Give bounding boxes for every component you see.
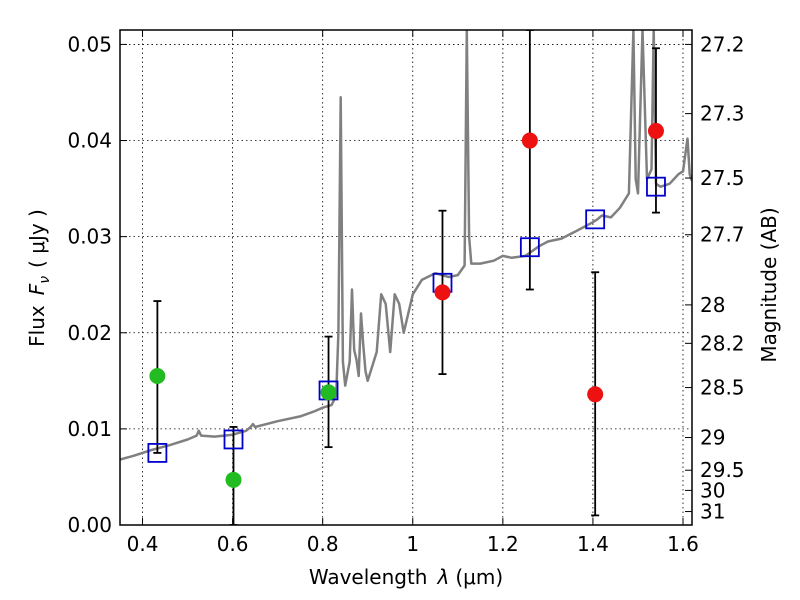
y2-tick-label: 29.5 [700, 458, 745, 482]
model-point [223, 429, 244, 450]
y2-tick-label: 27.3 [700, 102, 745, 126]
y2-tick-label: 30 [700, 478, 725, 502]
spectrum-line [120, 30, 692, 461]
plot-frame [119, 29, 693, 526]
y-tick-label: 0.03 [67, 225, 112, 249]
model-point [646, 176, 666, 197]
x-axis-label: Wavelength λ (μm) [309, 565, 503, 589]
y2-tick-label: 31 [700, 500, 725, 524]
model-point [147, 443, 168, 463]
observed-point [647, 122, 664, 139]
y2-tick-label: 27.7 [700, 223, 745, 247]
x-tick-label: 0.6 [217, 532, 249, 556]
y2-tick-label: 27.2 [700, 32, 745, 56]
y2-axis-label: Magnitude (AB) [757, 207, 781, 362]
y-axis-label: FluxFν( μJy ) [25, 209, 53, 347]
observed-point [225, 471, 242, 488]
x-tick-label: 0.4 [127, 532, 159, 556]
y2-tick-label: 28.2 [700, 331, 745, 355]
plot-area [120, 30, 692, 525]
y2-tick-label: 27.5 [700, 166, 745, 190]
y2-tick-label: 29 [700, 426, 725, 450]
x-tick-label: 1.2 [487, 532, 519, 556]
observed-point [434, 284, 451, 301]
x-tick-label: 0.8 [307, 532, 339, 556]
y-tick-label: 0.02 [67, 321, 112, 345]
y-tick-label: 0.05 [67, 32, 112, 56]
observed-point [320, 384, 337, 401]
model-point [519, 237, 540, 258]
observed-point [149, 368, 166, 385]
observed-point [521, 132, 538, 149]
y2-tick-label: 28.5 [700, 376, 745, 400]
model-point [585, 209, 606, 230]
axes: 0.4 0.6 0.8 1 1.2 1.4 1.6 0.00 0.01 0.02 0.03 0.04 0… [67, 30, 745, 556]
x-tick-label: 1.4 [577, 532, 609, 556]
x-tick-label: 1 [406, 532, 419, 556]
y-tick-label: 0.00 [67, 513, 112, 537]
observed-point [587, 386, 604, 403]
y-tick-label: 0.01 [67, 417, 112, 441]
y-tick-label: 0.04 [67, 129, 112, 153]
y2-tick-label: 28 [700, 293, 725, 317]
x-tick-label: 1.6 [667, 532, 699, 556]
